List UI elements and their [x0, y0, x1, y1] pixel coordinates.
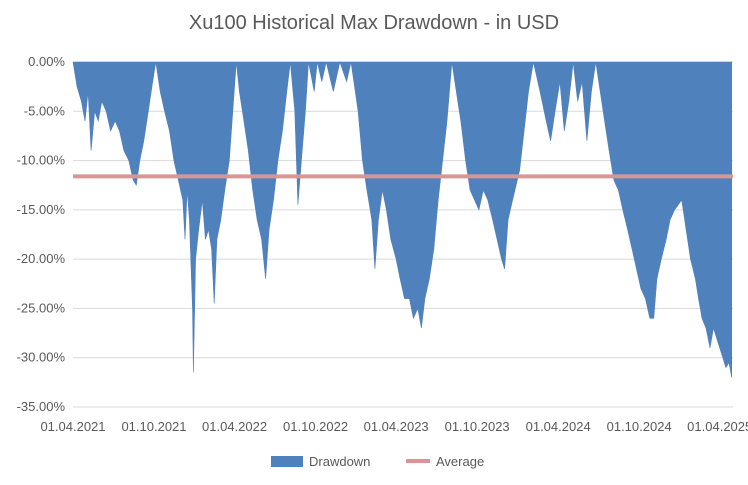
y-tick-label: -15.00% — [17, 202, 66, 217]
x-tick-label: 01.04.2023 — [364, 419, 429, 434]
y-tick-label: -30.00% — [17, 350, 66, 365]
x-tick-label: 01.10.2023 — [445, 419, 510, 434]
legend-label-drawdown: Drawdown — [309, 454, 370, 469]
plot-area — [72, 60, 732, 378]
x-tick-label: 01.04.2024 — [526, 419, 591, 434]
y-tick-label: -35.00% — [17, 399, 66, 414]
chart-title: Xu100 Historical Max Drawdown - in USD — [188, 12, 560, 34]
legend-swatch-drawdown — [271, 456, 303, 467]
y-tick-label: -25.00% — [17, 300, 66, 315]
y-tick-label: -10.00% — [17, 153, 66, 168]
y-tick-label: -5.00% — [24, 103, 66, 118]
x-axis: 01.04.2021 01.10.2021 01.04.2022 01.10.2022… — [40, 419, 748, 434]
drawdown-area — [72, 60, 732, 378]
y-tick-label: -20.00% — [17, 251, 66, 266]
x-tick-label: 01.04.2021 — [40, 419, 105, 434]
x-tick-label: 01.10.2024 — [607, 419, 672, 434]
x-tick-label: 01.04.2025 — [687, 419, 748, 434]
legend: Drawdown Average — [271, 454, 484, 469]
y-axis: 0.00% -5.00% -10.00% -15.00% -20.00% -25.00% -… — [17, 54, 66, 414]
x-tick-label: 01.04.2022 — [202, 419, 267, 434]
x-tick-label: 01.10.2022 — [283, 419, 348, 434]
legend-label-average: Average — [436, 454, 484, 469]
x-tick-label: 01.10.2021 — [121, 419, 186, 434]
y-tick-label: 0.00% — [28, 54, 65, 69]
